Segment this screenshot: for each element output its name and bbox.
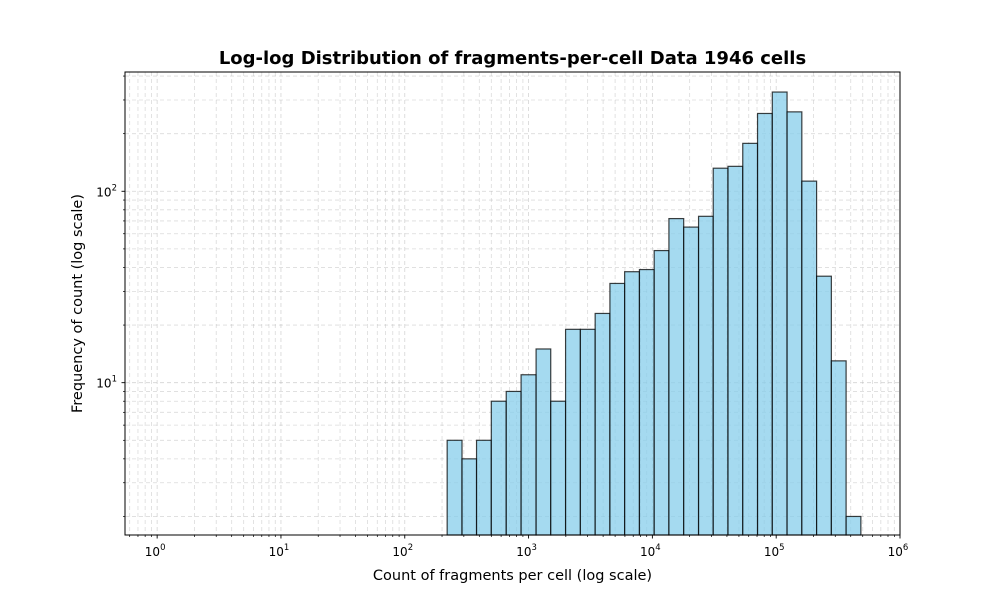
histogram-bar-11 bbox=[609, 282, 626, 536]
histogram-bar-12 bbox=[624, 271, 641, 536]
histogram-bar-8 bbox=[564, 328, 581, 536]
histogram-bar-22 bbox=[771, 91, 788, 536]
axis-ticks bbox=[121, 75, 901, 539]
histogram-bar-16 bbox=[683, 226, 700, 536]
y-tick-label-1: 101 bbox=[96, 375, 117, 391]
histogram-bar-19 bbox=[727, 165, 744, 536]
histogram-bar-24 bbox=[801, 180, 818, 536]
x-tick-label-6: 106 bbox=[888, 543, 909, 559]
plot-frame bbox=[124, 71, 901, 536]
histogram-bar-25 bbox=[815, 275, 832, 536]
x-tick-label-4: 104 bbox=[640, 543, 661, 559]
histogram-bar-4 bbox=[505, 390, 522, 536]
histogram-bar-15 bbox=[668, 217, 685, 536]
x-tick-label-3: 103 bbox=[516, 543, 537, 559]
histogram-bar-27 bbox=[845, 515, 862, 536]
histogram-bar-5 bbox=[520, 374, 537, 536]
histogram-bar-14 bbox=[653, 249, 670, 536]
histogram-bar-20 bbox=[742, 142, 759, 536]
histogram-bar-21 bbox=[756, 112, 773, 536]
histogram-bar-0 bbox=[446, 439, 463, 536]
histogram-bar-26 bbox=[830, 360, 847, 536]
histogram-bar-17 bbox=[697, 215, 714, 536]
histogram-bar-13 bbox=[638, 268, 655, 536]
x-tick-label-1: 101 bbox=[269, 543, 290, 559]
x-tick-label-2: 102 bbox=[392, 543, 413, 559]
x-tick-label-5: 105 bbox=[764, 543, 785, 559]
histogram-bar-10 bbox=[594, 312, 611, 536]
histogram-bars bbox=[446, 91, 862, 536]
histogram-bar-1 bbox=[461, 458, 478, 536]
chart-title: Log-log Distribution of fragments-per-ce… bbox=[219, 48, 806, 69]
x-axis-label: Count of fragments per cell (log scale) bbox=[373, 568, 652, 584]
histogram-bar-18 bbox=[712, 167, 729, 536]
histogram-bar-9 bbox=[579, 328, 596, 536]
histogram-bar-7 bbox=[550, 400, 567, 536]
histogram-bar-3 bbox=[490, 400, 507, 536]
y-tick-label-2: 102 bbox=[96, 183, 117, 199]
tick-labels: 100 101 102 103 104 105 106 101 102 bbox=[96, 183, 908, 559]
histogram-bar-23 bbox=[786, 111, 803, 536]
y-axis-label: Frequency of count (log scale) bbox=[70, 194, 86, 413]
histogram-bar-2 bbox=[475, 439, 492, 536]
x-tick-label-0: 100 bbox=[145, 543, 166, 559]
histogram-bar-6 bbox=[535, 348, 552, 536]
